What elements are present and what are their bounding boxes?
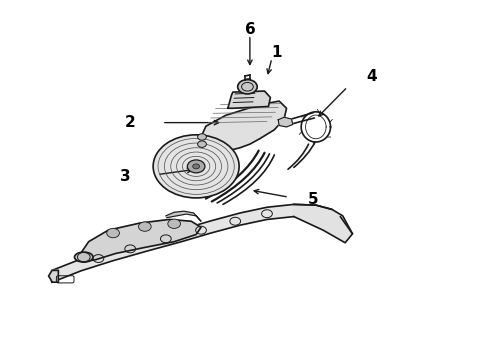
Text: 5: 5 [308,192,318,207]
Circle shape [193,164,199,169]
Circle shape [187,160,205,173]
Text: 4: 4 [367,68,377,84]
Text: 6: 6 [245,22,255,37]
Polygon shape [228,91,270,108]
Polygon shape [278,117,293,127]
Ellipse shape [74,252,93,262]
Polygon shape [80,220,201,262]
Circle shape [197,134,206,140]
Polygon shape [294,204,352,243]
Circle shape [107,228,120,238]
Polygon shape [49,270,58,282]
Polygon shape [166,211,201,221]
Circle shape [197,141,206,147]
Circle shape [139,222,151,231]
Circle shape [153,135,239,198]
Circle shape [168,219,180,228]
Text: 2: 2 [125,115,136,130]
Text: 1: 1 [271,45,282,60]
Polygon shape [52,204,332,282]
Polygon shape [191,101,287,156]
Text: 3: 3 [120,169,131,184]
Circle shape [238,80,257,94]
